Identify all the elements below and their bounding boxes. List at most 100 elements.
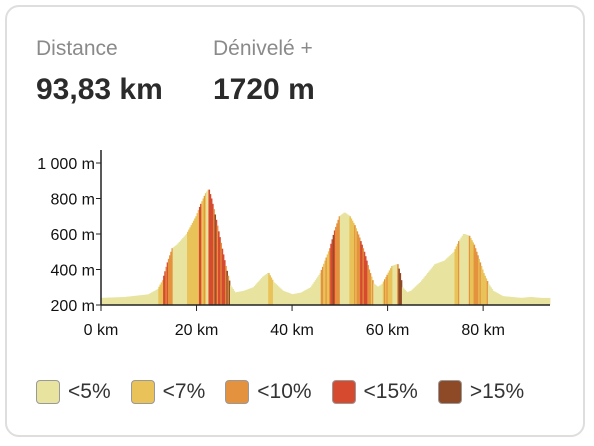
profile-bar [166,262,169,305]
profile-bar [358,237,361,305]
profile-bar [321,266,324,305]
profile-bar [191,222,194,305]
profile-bar [492,290,495,305]
profile-bar [432,265,435,305]
profile-bar [186,231,189,305]
profile-bar [472,242,474,305]
profile-bar [416,285,418,305]
profile-bar [526,297,528,305]
profile-bar [508,296,510,305]
profile-bar [298,293,300,305]
profile-bar [469,237,472,305]
profile-bar [287,292,289,305]
legend-item-lt10: <10% [225,380,312,404]
profile-bar [369,273,372,305]
y-tick-label: 600 m [51,227,95,244]
x-tick-label: 80 km [461,322,505,339]
profile-bar [245,289,248,305]
profile-bar [151,292,153,305]
profile-bar [214,214,217,305]
profile-bar [413,287,416,305]
profile-bar [454,249,457,305]
profile-bar [306,289,308,305]
profile-bar [427,273,429,305]
profile-bar [449,255,452,305]
profile-bar [270,277,273,305]
profile-bar [215,219,218,305]
legend-swatch-lt15 [331,380,356,404]
profile-bar [545,297,547,305]
profile-bar [429,270,431,305]
profile-bar [146,294,148,305]
profile-bar [155,289,158,305]
profile-bar [512,297,515,305]
profile-bar [515,297,517,305]
profile-bar [252,287,255,305]
legend-swatch-gt15 [437,380,462,404]
profile-bar [153,291,156,305]
profile-bar [181,239,183,305]
profile-bar [440,261,442,305]
profile-bar [345,213,348,305]
profile-bar [522,297,525,305]
profile-bar [323,263,325,305]
profile-bar [288,293,291,305]
profile-bar [284,291,287,305]
profile-bar [269,275,271,305]
profile-bar [367,265,369,305]
profile-bar [140,295,142,305]
x-axis-ticks: 0 km 20 km 40 km 60 km 80 km [84,305,505,339]
profile-bar [442,261,445,305]
profile-bar [412,288,415,305]
profile-bar [305,289,307,305]
profile-bar [200,203,202,305]
profile-bar [114,297,116,305]
profile-bar [499,294,502,305]
profile-bar [405,291,408,305]
profile-bar [167,258,170,305]
profile-bar [335,226,337,305]
profile-bar [381,283,384,305]
profile-bar [184,235,187,305]
profile-bar [320,269,323,305]
profile-bar [480,265,483,305]
profile-bar [459,239,461,305]
profile-bar [360,241,362,305]
elevation-gain-label: Dénivelé + [213,37,313,60]
legend-label-lt15: <15% [363,380,418,403]
legend-item-lt7: <7% [130,380,205,404]
profile-bar [129,296,132,305]
profile-bar [280,288,282,305]
profile-bar [308,287,311,305]
profile-bar [338,216,341,305]
profile-bar [535,297,538,305]
legend-swatch-lt7 [130,380,155,404]
y-tick-label: 400 m [51,263,95,280]
profile-bar [436,263,439,305]
x-tick-label: 40 km [270,322,314,339]
profile-bar [222,254,225,305]
profile-bar [266,273,269,305]
x-tick-label: 20 km [175,322,219,339]
profile-bar [239,291,242,305]
profile-bar [421,280,423,305]
profile-bar [431,267,434,305]
profile-bar [456,243,459,305]
profile-bar [331,239,334,305]
profile-bar [505,296,508,305]
profile-bar [475,251,478,305]
profile-bar [229,285,232,305]
profile-bar [458,241,460,305]
profile-bar [228,280,231,305]
profile-bar [290,293,293,305]
profile-bar [289,293,292,305]
profile-bar [281,289,283,305]
profile-bar [300,292,303,305]
profile-bar [465,234,467,305]
profile-bar [528,297,531,305]
profile-bar [295,293,298,305]
profile-bar [461,235,464,305]
profile-bar [221,248,224,305]
profile-bar [246,289,249,305]
profile-bar [318,274,320,305]
